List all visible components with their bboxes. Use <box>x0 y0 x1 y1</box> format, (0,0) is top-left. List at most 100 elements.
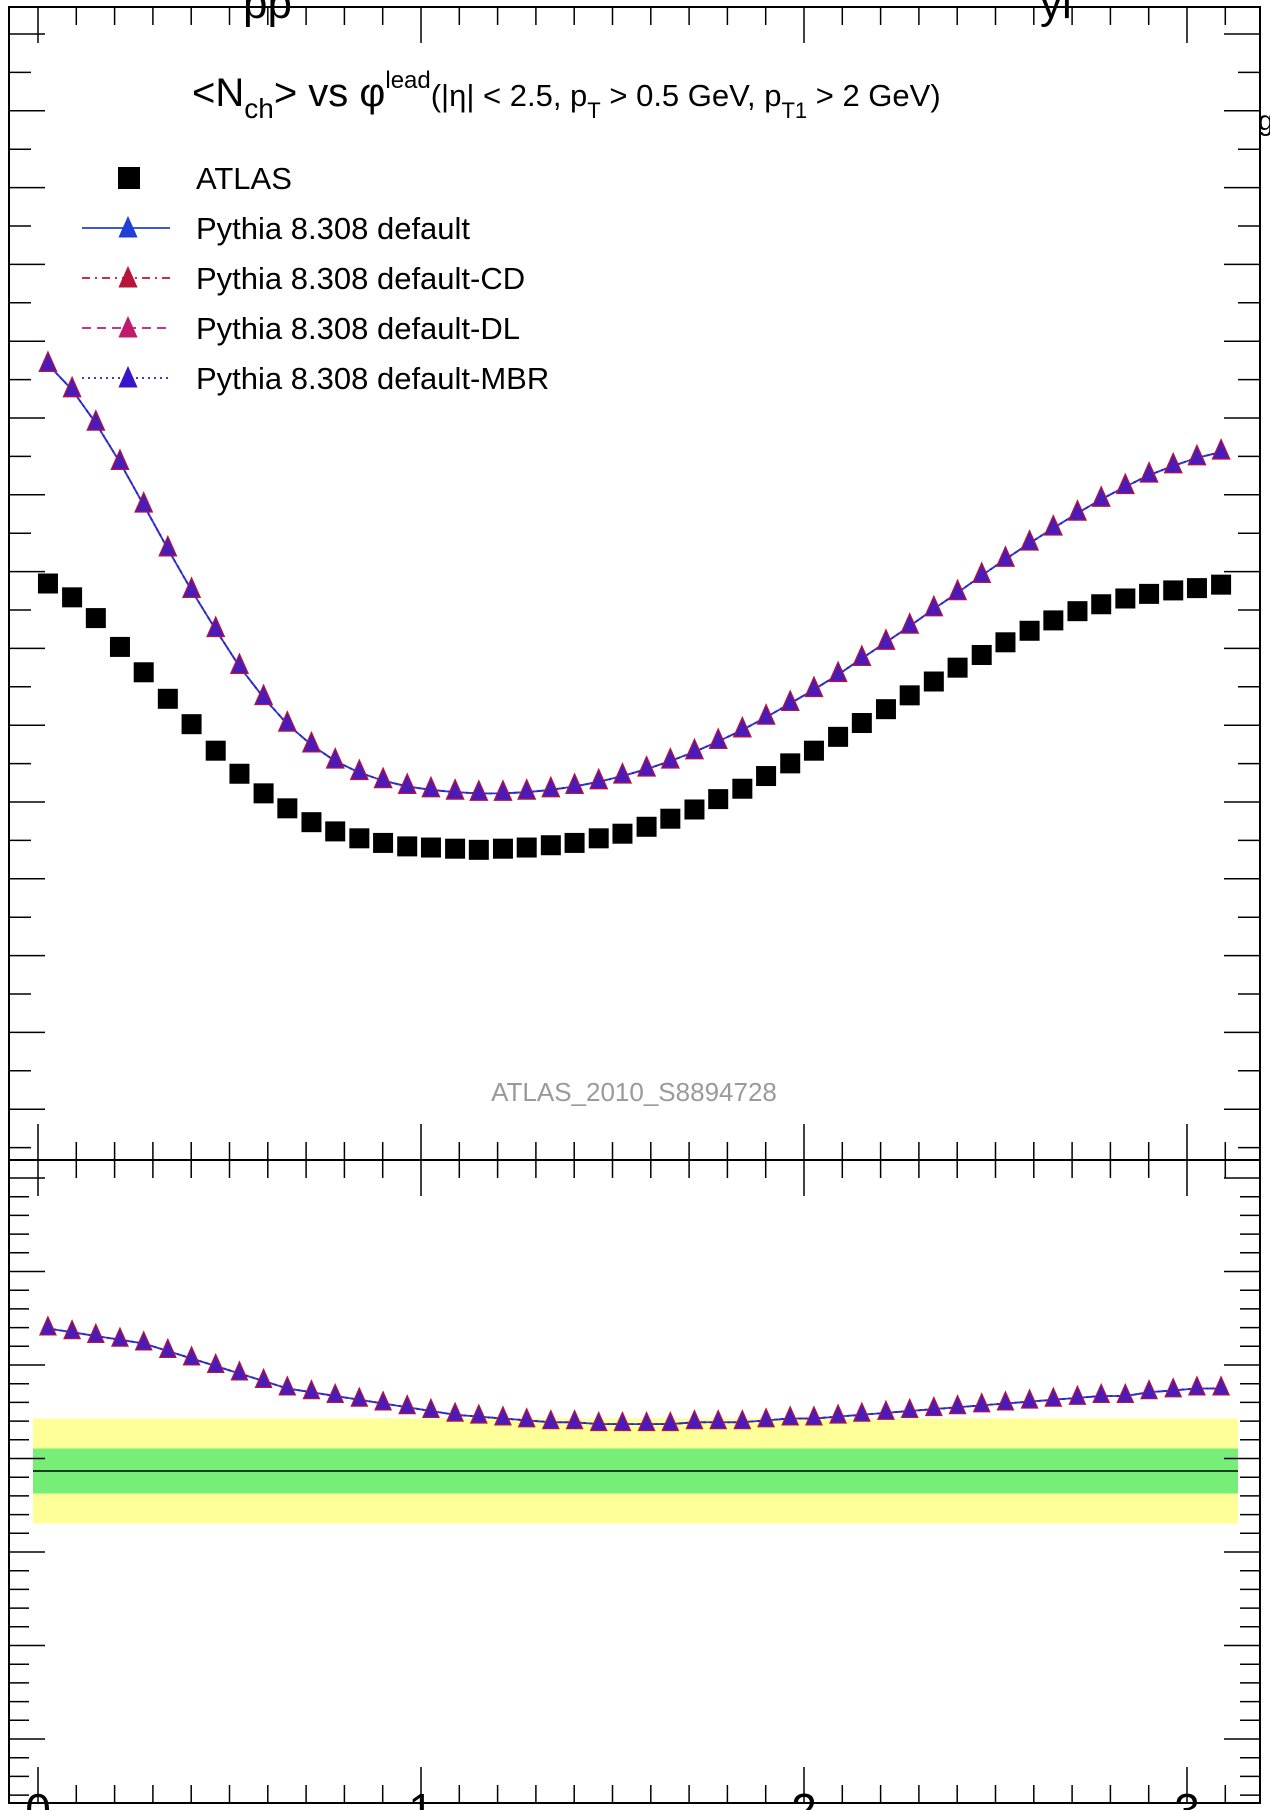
atlas-point <box>803 740 824 761</box>
ratio-point <box>278 1375 297 1396</box>
pythia-point <box>947 578 968 601</box>
ratio-point <box>1068 1384 1087 1405</box>
atlas-point <box>899 685 920 706</box>
pythia-point <box>1115 472 1135 495</box>
atlas-point <box>109 636 130 657</box>
pythia-point <box>325 746 345 769</box>
atlas-point <box>445 838 466 859</box>
pythia-point <box>493 779 513 801</box>
x-tick-label: 1 <box>408 1784 434 1810</box>
atlas-point <box>732 778 753 799</box>
atlas-point <box>253 783 274 804</box>
atlas-point <box>780 753 801 774</box>
pythia-point <box>1211 437 1231 460</box>
atlas-point <box>1091 594 1112 615</box>
cropped-title-right: yi <box>1040 0 1072 28</box>
atlas-point <box>373 832 394 853</box>
atlas-point <box>971 644 992 665</box>
pythia-point <box>349 758 369 781</box>
ratio-point <box>38 1315 57 1336</box>
ratio-point <box>1164 1377 1183 1398</box>
atlas-point <box>756 766 777 787</box>
atlas-point <box>205 740 226 761</box>
ratio-point <box>86 1322 105 1344</box>
chart-title: <Nch> vs φlead(|η| < 2.5, pT > 0.5 GeV, … <box>192 67 941 124</box>
pythia-point <box>1187 443 1207 466</box>
pythia-point <box>421 775 441 798</box>
analysis-watermark: ATLAS_2010_S8894728 <box>491 1077 777 1107</box>
atlas-point <box>1115 588 1136 609</box>
atlas-point <box>708 789 729 810</box>
pythia-point <box>995 545 1016 567</box>
pythia-point <box>924 594 944 617</box>
pythia-point <box>229 652 250 675</box>
ratio-point <box>924 1395 943 1417</box>
ratio-point <box>398 1394 417 1415</box>
legend-marker-triangle <box>118 315 138 338</box>
ratio-series <box>38 1315 1231 1432</box>
pythia-point <box>181 576 202 598</box>
atlas-point <box>875 699 896 720</box>
ratio-point <box>254 1367 273 1389</box>
atlas-point <box>325 821 346 842</box>
pythia-point <box>445 778 465 800</box>
pythia-point <box>253 683 274 706</box>
ratio-point <box>1092 1382 1111 1404</box>
legend-label: Pythia 8.308 default-MBR <box>196 361 549 396</box>
pythia-point <box>876 628 896 650</box>
ratio-point <box>661 1410 680 1432</box>
ratio-point <box>637 1410 656 1432</box>
ratio-point <box>1020 1388 1039 1409</box>
ratio-point <box>302 1379 321 1400</box>
pythia-point <box>1019 529 1040 551</box>
atlas-point <box>564 832 585 853</box>
atlas-point <box>301 812 322 833</box>
pythia-point <box>134 491 154 513</box>
ratio-point <box>1116 1382 1135 1404</box>
ratio-point <box>757 1407 776 1428</box>
ratio-point <box>829 1403 848 1424</box>
atlas-point <box>468 839 489 860</box>
ratio-point <box>900 1397 919 1419</box>
pythia-point <box>660 746 680 769</box>
pythia-point <box>852 644 872 666</box>
ratio-point <box>876 1399 895 1420</box>
atlas-point <box>923 671 944 692</box>
ratio-point <box>1187 1375 1206 1396</box>
pythia-point <box>1091 485 1111 507</box>
pythia-point <box>1043 514 1063 536</box>
ratio-point <box>421 1397 440 1419</box>
ratio-point <box>134 1330 153 1351</box>
ratio-point <box>972 1392 991 1413</box>
legend-marker-triangle <box>118 365 138 388</box>
atlas-point <box>229 763 250 784</box>
ratio-point <box>326 1382 345 1404</box>
pythia-point <box>1067 499 1088 521</box>
pythia-point <box>86 409 106 431</box>
atlas-point <box>1043 610 1064 631</box>
pythia-point <box>732 715 752 738</box>
atlas-point <box>397 836 418 857</box>
pythia-point <box>972 561 992 583</box>
atlas-point <box>851 713 872 734</box>
atlas-point <box>181 714 202 735</box>
atlas-point <box>995 632 1016 653</box>
atlas-point <box>1163 580 1184 601</box>
atlas-point <box>277 798 298 819</box>
ratio-point <box>350 1386 369 1407</box>
pythia-point <box>541 775 561 798</box>
ratio-point <box>493 1405 512 1426</box>
atlas-point <box>37 573 58 594</box>
pythia-point <box>636 755 657 777</box>
atlas-point <box>349 828 370 849</box>
pythia-point <box>277 710 297 732</box>
ratio-point <box>1044 1386 1063 1407</box>
ratio-point <box>948 1394 967 1415</box>
atlas-point <box>947 657 968 678</box>
pythia-point <box>517 778 537 800</box>
pythia-point <box>1139 461 1159 483</box>
atlas-point <box>660 808 681 829</box>
ratio-point <box>1140 1379 1159 1400</box>
x-tick-label: 3 <box>1174 1784 1200 1810</box>
ratio-point <box>781 1405 800 1426</box>
